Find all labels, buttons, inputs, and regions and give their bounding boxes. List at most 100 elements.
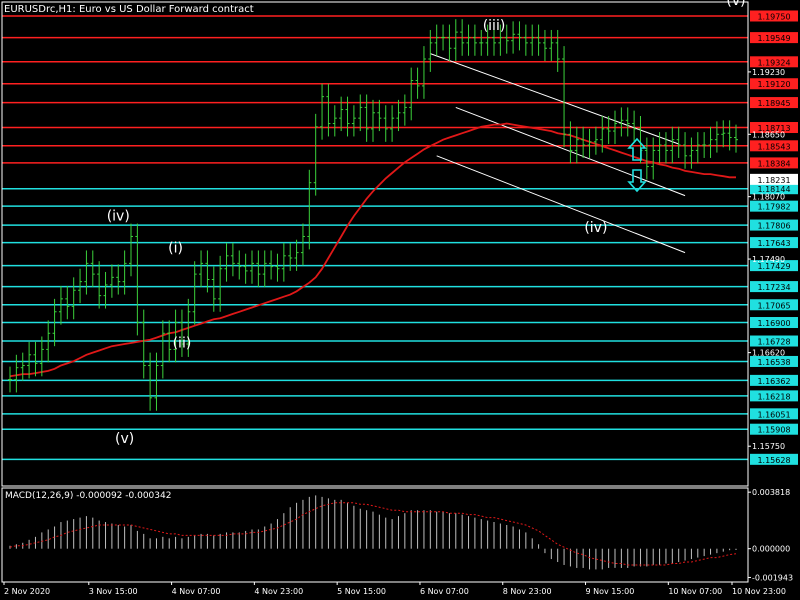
price-bar — [179, 309, 184, 357]
y-tick-label: 1.16620 — [752, 349, 785, 358]
macd-y-tick-label: 0.003818 — [752, 488, 790, 497]
arrow-down-icon[interactable] — [627, 169, 647, 193]
level-label: 1.17806 — [757, 222, 790, 231]
price-bar — [294, 239, 299, 271]
y-tick-label: 1.15750 — [752, 442, 785, 451]
x-tick-label: 5 Nov 15:00 — [337, 587, 386, 596]
price-bar — [536, 24, 541, 56]
level-label: 1.19750 — [757, 12, 790, 21]
price-bar — [313, 113, 318, 196]
level-label-bg — [750, 183, 798, 195]
price-bar — [415, 67, 420, 99]
x-tick-label: 3 Nov 15:00 — [89, 587, 138, 596]
price-bar — [549, 29, 554, 62]
arrow-up-icon[interactable] — [627, 137, 647, 161]
price-bar — [275, 253, 280, 282]
level-label-bg — [750, 32, 798, 44]
price-bar — [396, 99, 401, 132]
level-label: 1.17065 — [757, 301, 790, 310]
macd-y-tick-label: 0.000000 — [752, 545, 790, 554]
level-label: 1.17234 — [757, 283, 790, 292]
price-bar — [345, 96, 350, 137]
level-label: 1.19549 — [757, 34, 790, 43]
price-bar — [300, 223, 305, 266]
price-bar — [211, 266, 216, 312]
price-bar — [632, 110, 637, 142]
price-bar — [402, 94, 407, 126]
price-bar — [600, 116, 605, 153]
chart-frame — [1, 1, 749, 583]
level-label-bg — [750, 122, 798, 134]
price-bar — [109, 264, 114, 298]
level-label-bg — [750, 390, 798, 402]
price-bar — [702, 132, 707, 158]
level-label-bg — [750, 335, 798, 347]
price-bar — [160, 320, 165, 379]
macd-frame — [1, 487, 749, 583]
price-bar — [339, 96, 344, 132]
price-bar — [708, 126, 713, 158]
price-bar — [453, 19, 458, 62]
price-bar — [657, 132, 662, 164]
level-label: 1.18713 — [757, 124, 790, 133]
x-tick-label: 4 Nov 23:00 — [254, 587, 303, 596]
price-bar — [250, 250, 254, 284]
price-bar — [116, 264, 121, 295]
chart-title: EURUSDrc,H1: Euro vs US Dollar Forward c… — [4, 4, 254, 15]
price-bar — [141, 309, 146, 379]
price-bar — [683, 132, 688, 169]
y-tick-label: 1.18650 — [752, 130, 785, 139]
wave-label: (iv) — [584, 220, 607, 236]
price-bar — [644, 137, 649, 180]
level-label-bg — [750, 237, 798, 249]
price-bar — [307, 169, 312, 250]
macd-title: MACD(12,26,9) -0.000092 -0.000342 — [5, 491, 171, 501]
channel-line[interactable] — [436, 155, 686, 254]
price-bar — [52, 298, 57, 347]
macd-panel — [9, 495, 737, 570]
price-bar — [243, 253, 248, 284]
price-bar — [472, 24, 477, 56]
moving-average — [9, 122, 736, 378]
price-bar — [479, 29, 484, 56]
price-bar — [186, 298, 191, 357]
macd-signal-line — [9, 502, 737, 566]
price-bar — [122, 250, 127, 295]
price-bar — [676, 126, 681, 158]
price-bar — [192, 261, 197, 325]
price-bar — [351, 105, 356, 137]
level-label: 1.17429 — [757, 262, 790, 271]
current-price-bg — [750, 173, 798, 185]
price-bar — [663, 132, 668, 164]
x-tick-label: 2 Nov 2020 — [4, 587, 50, 596]
price-bar — [727, 120, 732, 151]
price-bar — [39, 336, 44, 377]
main-frame — [1, 1, 749, 487]
level-label-bg — [750, 97, 798, 109]
level-label: 1.16051 — [757, 410, 790, 419]
price-bar — [670, 126, 675, 164]
price-bar — [27, 341, 32, 379]
time-axis: 2 Nov 2020 3 Nov 15:00 4 Nov 07:00 4 Nov 23… — [3, 582, 786, 596]
x-tick-label: 8 Nov 23:00 — [503, 587, 552, 596]
price-bar — [421, 46, 426, 99]
price-bar — [135, 223, 140, 336]
price-bar — [460, 19, 465, 56]
channel-line[interactable] — [430, 53, 679, 145]
price-bar — [364, 94, 369, 142]
price-bar — [619, 107, 624, 137]
level-label-bg — [750, 56, 798, 68]
price-bar — [377, 99, 382, 132]
price-bar — [542, 29, 547, 62]
wave-label: (i) — [168, 241, 183, 257]
price-bar — [84, 250, 89, 295]
y-tick-label: 1.17490 — [752, 255, 785, 264]
price-bar — [593, 126, 598, 155]
level-label-bg — [750, 299, 798, 311]
price-bar — [428, 29, 433, 72]
price-bar — [281, 242, 286, 282]
price-bar — [530, 24, 535, 56]
level-label: 1.16362 — [757, 377, 790, 386]
x-tick-label: 6 Nov 07:00 — [420, 587, 469, 596]
